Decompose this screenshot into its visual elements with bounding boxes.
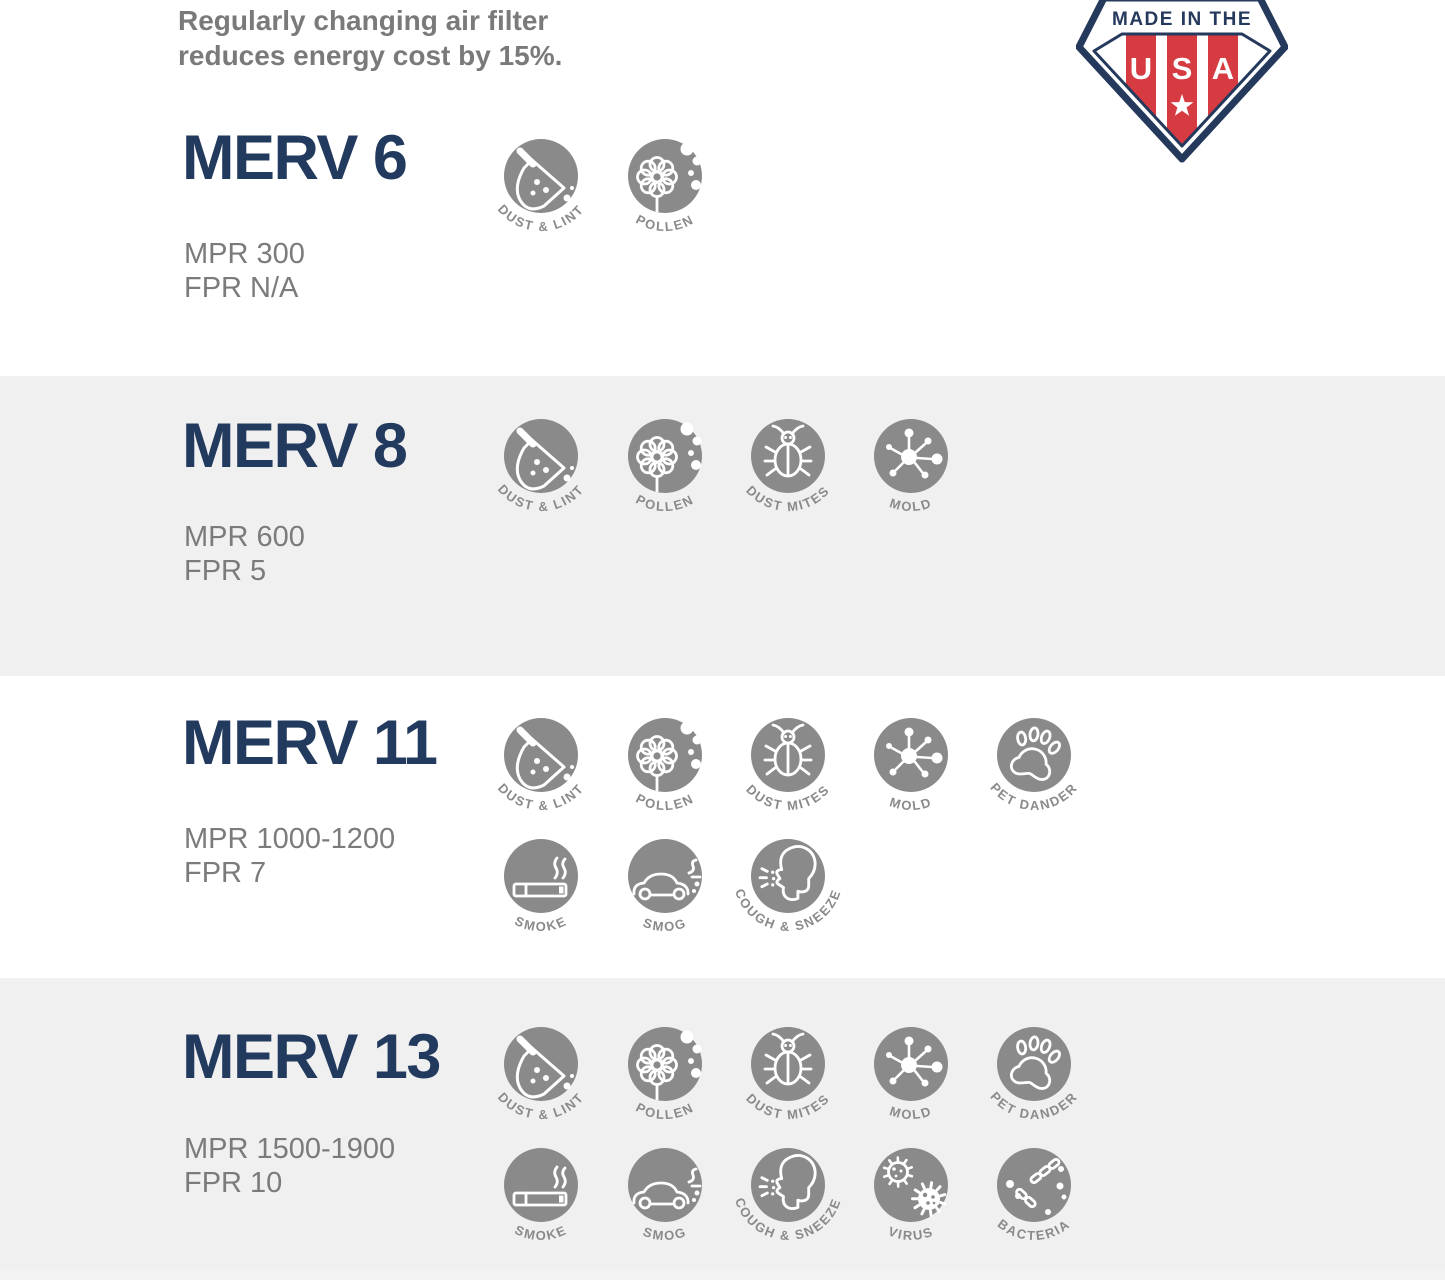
contaminant-icon-pet-dander: PET DANDER <box>969 1018 1099 1140</box>
contaminant-icon-dust-lint: DUST & LINT <box>476 410 606 532</box>
badge-stripes <box>1126 34 1238 146</box>
badge-letter-a: A <box>1212 51 1234 86</box>
contaminant-icon-dust-lint: DUST & LINT <box>476 1018 606 1140</box>
svg-text:VIRUS: VIRUS <box>886 1224 935 1244</box>
svg-text:MOLD: MOLD <box>888 1103 934 1122</box>
merv-11-title: MERV 11 <box>182 708 438 778</box>
contaminant-icon-smoke: SMOKE <box>476 830 606 952</box>
contaminant-icon-bacteria: BACTERIA <box>969 1139 1099 1261</box>
contaminant-icon-dust-mites: DUST MITES <box>723 709 853 831</box>
merv-13-title: MERV 13 <box>182 1022 441 1092</box>
bottom-band-edge <box>0 1271 1445 1280</box>
contaminant-icon-dust-lint: DUST & LINT <box>476 130 606 252</box>
contaminant-icon-cough-sneeze: COUGH & SNEEZE <box>723 1139 853 1261</box>
svg-text:POLLEN: POLLEN <box>633 791 696 814</box>
badge-inner-outline <box>1092 32 1272 148</box>
badge-star-icon <box>1170 94 1194 116</box>
merv-11-ratings: MPR 1000-1200 FPR 7 <box>184 822 395 890</box>
usa-shield-icon: MADE IN THE U S A <box>1075 0 1289 163</box>
mpr-value: MPR 600 <box>184 521 305 553</box>
contaminant-icon-mold: MOLD <box>846 709 976 831</box>
energy-note-line2: reduces energy cost by 15%. <box>178 40 563 71</box>
merv-6-title: MERV 6 <box>182 123 408 193</box>
contaminant-icon-dust-lint: DUST & LINT <box>476 709 606 831</box>
contaminant-icon-dust-mites: DUST MITES <box>723 410 853 532</box>
contaminant-icon-smog: SMOG <box>600 830 730 952</box>
contaminant-icon-smoke: SMOKE <box>476 1139 606 1261</box>
section-band-merv-11 <box>0 676 1445 978</box>
contaminant-icon-dust-mites: DUST MITES <box>723 1018 853 1140</box>
svg-text:SMOG: SMOG <box>641 915 689 934</box>
contaminant-icon-pollen: POLLEN <box>600 1018 730 1140</box>
contaminant-icon-smog: SMOG <box>600 1139 730 1261</box>
made-in-usa-badge: MADE IN THE U S A <box>1075 0 1289 171</box>
contaminant-icon-mold: MOLD <box>846 1018 976 1140</box>
badge-made-in-the-text: MADE IN THE <box>1112 9 1252 30</box>
energy-note: Regularly changing air filter reduces en… <box>178 3 562 73</box>
fpr-value: FPR 5 <box>184 555 267 587</box>
contaminant-icon-mold: MOLD <box>846 410 976 532</box>
merv-8-title: MERV 8 <box>182 411 408 481</box>
svg-text:POLLEN: POLLEN <box>633 212 696 235</box>
fpr-value: FPR 7 <box>184 857 267 889</box>
merv-6-ratings: MPR 300 FPR N/A <box>184 237 305 305</box>
svg-text:POLLEN: POLLEN <box>633 1100 696 1123</box>
mpr-value: MPR 1000-1200 <box>184 823 396 855</box>
section-band-merv-8 <box>0 376 1445 676</box>
energy-note-line1: Regularly changing air filter <box>178 5 549 36</box>
contaminant-icon-pollen: POLLEN <box>600 709 730 831</box>
contaminant-icon-pet-dander: PET DANDER <box>969 709 1099 831</box>
svg-text:POLLEN: POLLEN <box>633 492 696 515</box>
svg-text:SMOG: SMOG <box>641 1224 689 1243</box>
badge-letter-s: S <box>1172 51 1193 86</box>
section-band-merv-13 <box>0 978 1445 1280</box>
fpr-value: FPR N/A <box>184 272 299 304</box>
contaminant-icon-pollen: POLLEN <box>600 410 730 532</box>
svg-text:MOLD: MOLD <box>888 495 934 514</box>
mpr-value: MPR 300 <box>184 238 305 270</box>
svg-text:SMOKE: SMOKE <box>513 913 570 934</box>
mpr-value: MPR 1500-1900 <box>184 1133 396 1165</box>
badge-letter-u: U <box>1130 51 1152 86</box>
contaminant-icon-virus: VIRUS <box>846 1139 976 1261</box>
svg-text:SMOKE: SMOKE <box>513 1222 570 1243</box>
contaminant-icon-cough-sneeze: COUGH & SNEEZE <box>723 830 853 952</box>
merv-13-ratings: MPR 1500-1900 FPR 10 <box>184 1132 395 1200</box>
svg-text:MOLD: MOLD <box>888 794 934 813</box>
fpr-value: FPR 10 <box>184 1167 283 1199</box>
contaminant-icon-pollen: POLLEN <box>600 130 730 252</box>
merv-8-ratings: MPR 600 FPR 5 <box>184 520 305 588</box>
